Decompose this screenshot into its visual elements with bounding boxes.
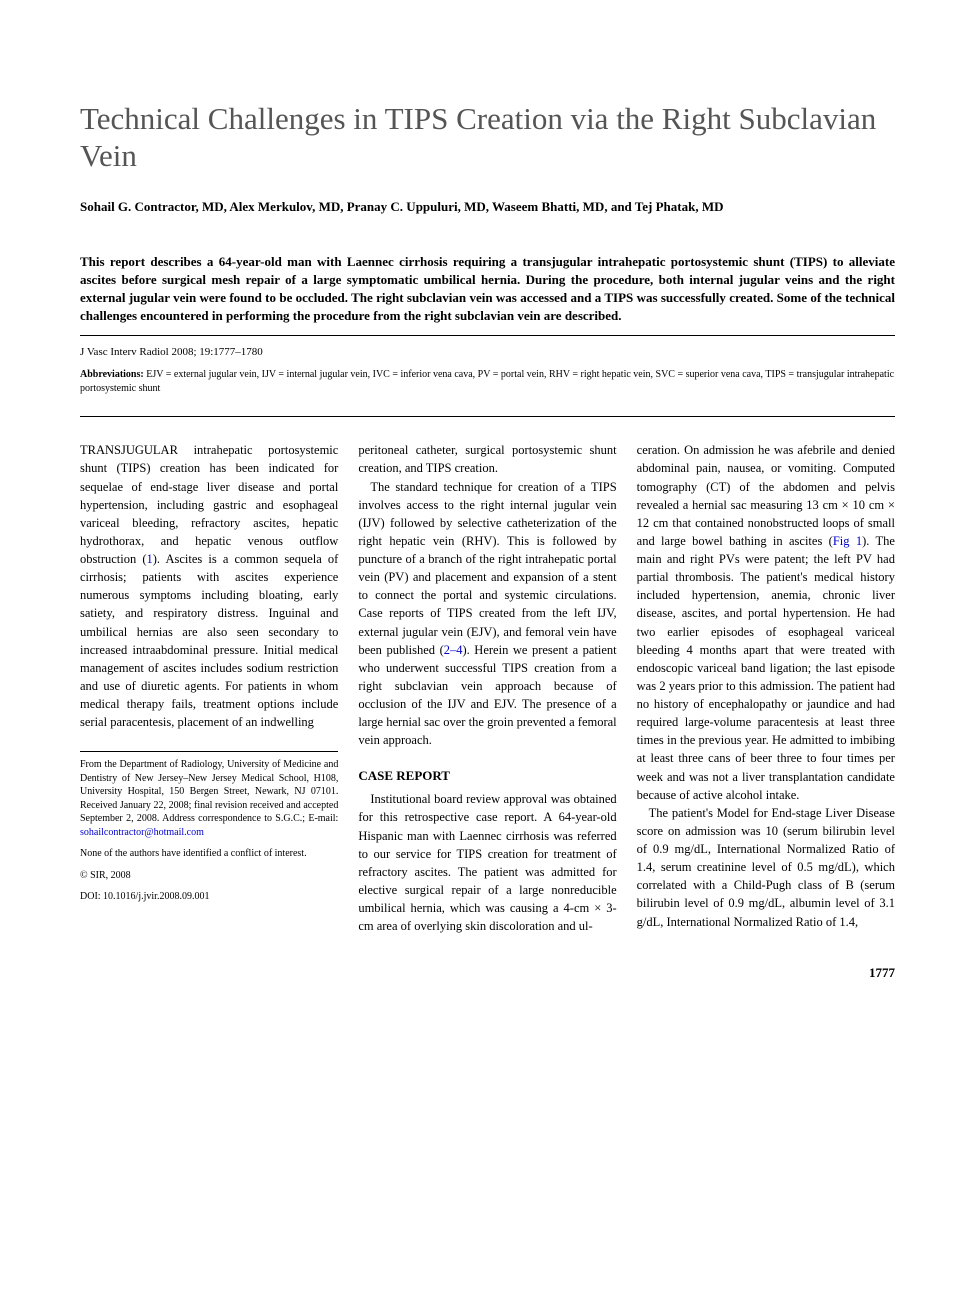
lead-word: TRANSJUGULAR [80, 443, 178, 457]
footnote-text: From the Department of Radiology, Univer… [80, 759, 338, 824]
body-text: ). The main and right PVs were patent; t… [637, 534, 895, 802]
body-text: The standard technique for creation of a… [358, 480, 616, 657]
conflict-footnote: None of the authors have identified a co… [80, 847, 338, 861]
page-number: 1777 [80, 965, 895, 981]
body-paragraph: peritoneal catheter, surgical portosyste… [358, 441, 616, 477]
body-text: ). Ascites is a common sequela of cirrho… [80, 552, 338, 729]
body-columns: TRANSJUGULAR intrahepatic portosystemic … [80, 441, 895, 935]
abbreviations-block: Abbreviations: EJV = external jugular ve… [80, 368, 895, 396]
body-text: ceration. On admission he was afebrile a… [637, 443, 895, 548]
section-rule [80, 416, 895, 417]
body-paragraph: TRANSJUGULAR intrahepatic portosystemic … [80, 441, 338, 731]
column-1: TRANSJUGULAR intrahepatic portosystemic … [80, 441, 338, 935]
footnote-rule [80, 751, 338, 752]
journal-citation: J Vasc Interv Radiol 2008; 19:1777–1780 [80, 346, 895, 358]
body-paragraph: Institutional board review approval was … [358, 790, 616, 935]
figure-ref[interactable]: Fig 1 [833, 534, 862, 548]
section-heading: CASE REPORT [358, 767, 616, 786]
body-paragraph: The standard technique for creation of a… [358, 478, 616, 750]
body-text: ). Herein we present a patient who under… [358, 643, 616, 748]
section-rule [80, 335, 895, 336]
doi-footnote: DOI: 10.1016/j.jvir.2008.09.001 [80, 890, 338, 904]
article-title: Technical Challenges in TIPS Creation vi… [80, 100, 895, 174]
copyright-footnote: © SIR, 2008 [80, 869, 338, 883]
abbreviations-text: EJV = external jugular vein, IJV = inter… [80, 369, 894, 394]
column-3: ceration. On admission he was afebrile a… [637, 441, 895, 935]
email-link[interactable]: sohailcontractor@hotmail.com [80, 827, 204, 838]
body-text: intrahepatic portosystemic shunt (TIPS) … [80, 443, 338, 566]
article-authors: Sohail G. Contractor, MD, Alex Merkulov,… [80, 198, 895, 216]
article-abstract: This report describes a 64-year-old man … [80, 253, 895, 326]
body-paragraph: The patient's Model for End-stage Liver … [637, 804, 895, 931]
citation-ref[interactable]: 2–4 [444, 643, 463, 657]
abbreviations-label: Abbreviations: [80, 369, 144, 380]
body-paragraph: ceration. On admission he was afebrile a… [637, 441, 895, 804]
column-2: peritoneal catheter, surgical portosyste… [358, 441, 616, 935]
affiliation-footnote: From the Department of Radiology, Univer… [80, 758, 338, 839]
